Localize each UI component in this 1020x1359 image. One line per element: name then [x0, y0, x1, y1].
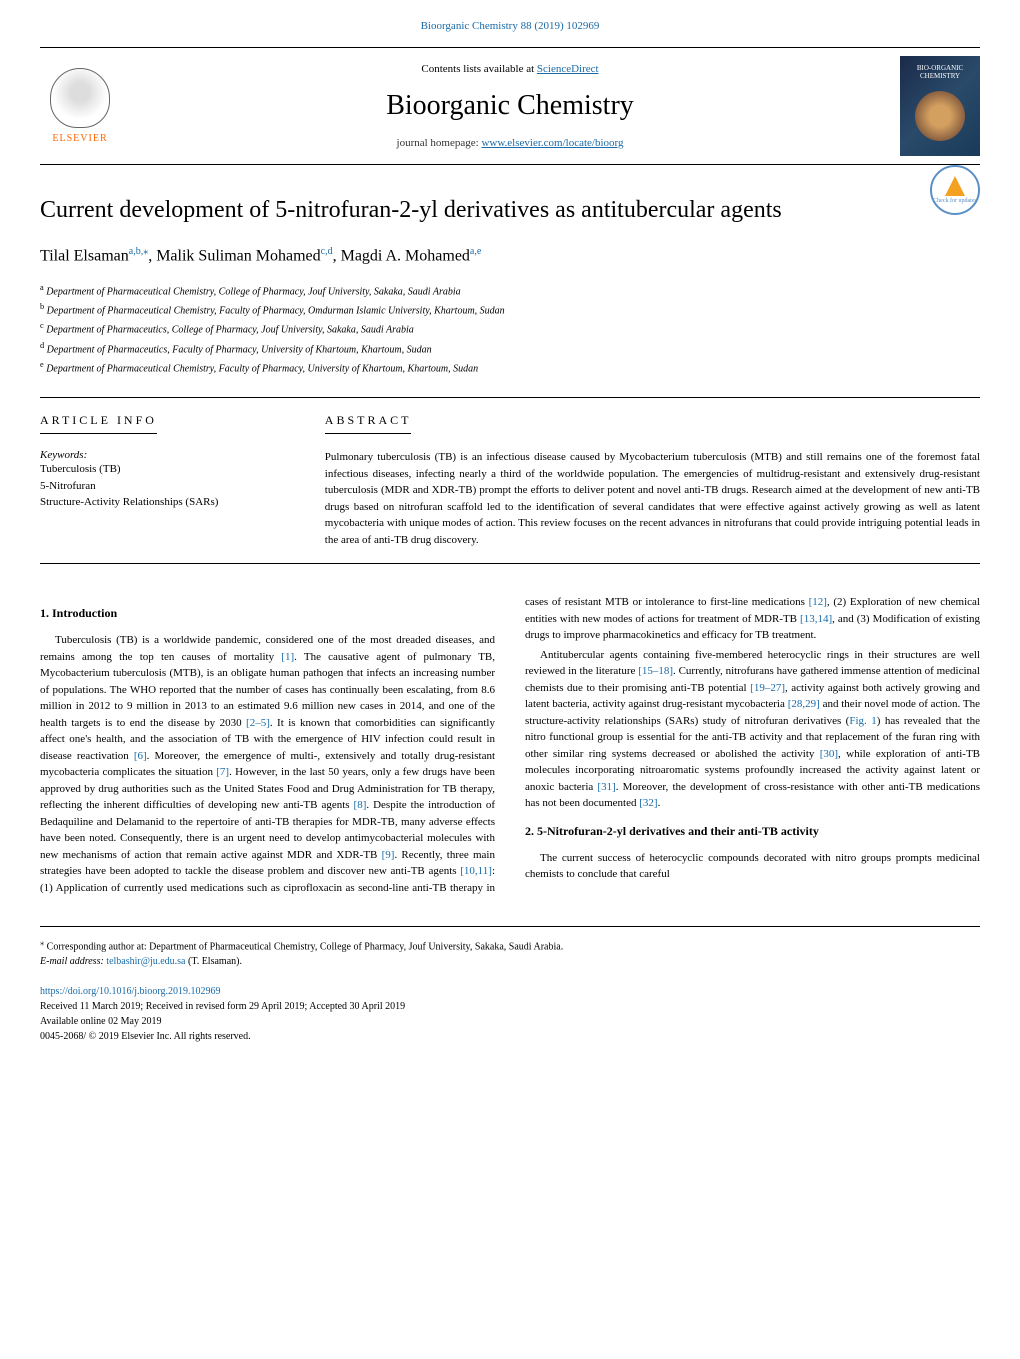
corresponding-author: ⁎ Corresponding author at: Department of…: [40, 937, 980, 969]
sciencedirect-link[interactable]: ScienceDirect: [537, 63, 599, 75]
affiliation-c: c Department of Pharmaceutics, College o…: [40, 319, 980, 338]
header-center: Contents lists available at ScienceDirec…: [120, 63, 900, 149]
doi-link[interactable]: https://doi.org/10.1016/j.bioorg.2019.10…: [40, 986, 220, 997]
author-3: , Magdi A. Mohamed: [333, 248, 470, 265]
updates-mark-icon: [945, 176, 965, 196]
elsevier-tree-icon: [50, 68, 110, 128]
affiliation-a: a Department of Pharmaceutical Chemistry…: [40, 281, 980, 300]
article-title: Current development of 5-nitrofuran-2-yl…: [40, 195, 782, 226]
author-2: , Malik Suliman Mohamed: [148, 248, 320, 265]
elsevier-logo[interactable]: ELSEVIER: [40, 61, 120, 151]
author-1-sup[interactable]: a,b,: [129, 246, 143, 257]
section-2-para-1: The current success of heterocyclic comp…: [525, 850, 980, 883]
abstract-section: ABSTRACT Pulmonary tuberculosis (TB) is …: [325, 413, 980, 548]
corresponding-text: Corresponding author at: Department of P…: [44, 941, 563, 952]
cover-image-icon: [915, 91, 965, 141]
cover-title: BIO-ORGANIC CHEMISTRY: [900, 64, 980, 81]
article-info: ARTICLE INFO Keywords: Tuberculosis (TB)…: [40, 413, 295, 548]
authors-line: Tilal Elsamana,b,⁎, Malik Suliman Mohame…: [40, 246, 980, 265]
ref-28-29-link[interactable]: [28,29]: [788, 698, 820, 710]
keyword-3: Structure-Activity Relationships (SARs): [40, 494, 295, 511]
ref-31-link[interactable]: [31]: [597, 781, 615, 793]
affiliations: a Department of Pharmaceutical Chemistry…: [40, 281, 980, 378]
email-suffix: (T. Elsaman).: [186, 956, 242, 967]
ref-13-14-link[interactable]: [13,14]: [800, 613, 832, 625]
header-bar: ELSEVIER Contents lists available at Sci…: [40, 47, 980, 165]
ref-8-link[interactable]: [8]: [354, 799, 367, 811]
ref-19-27-link[interactable]: [19–27]: [750, 682, 785, 694]
homepage-line: journal homepage: www.elsevier.com/locat…: [120, 137, 900, 149]
contents-text: Contents lists available at: [421, 63, 536, 75]
fig-1-link[interactable]: Fig. 1: [849, 715, 876, 727]
ref-12-link[interactable]: [12]: [809, 596, 827, 608]
keyword-2: 5-Nitrofuran: [40, 478, 295, 495]
footer-meta: https://doi.org/10.1016/j.bioorg.2019.10…: [40, 984, 980, 1044]
ref-32-link[interactable]: [32]: [639, 797, 657, 809]
author-3-sup[interactable]: a,e: [470, 246, 481, 257]
check-updates-badge[interactable]: Check for updates: [930, 165, 980, 215]
affiliation-e: e Department of Pharmaceutical Chemistry…: [40, 358, 980, 377]
keyword-1: Tuberculosis (TB): [40, 461, 295, 478]
copyright-line: 0045-2068/ © 2019 Elsevier Inc. All righ…: [40, 1031, 251, 1042]
author-1: Tilal Elsaman: [40, 248, 129, 265]
journal-name: Bioorganic Chemistry: [120, 90, 900, 122]
info-abstract-row: ARTICLE INFO Keywords: Tuberculosis (TB)…: [40, 397, 980, 564]
abstract-heading: ABSTRACT: [325, 413, 412, 434]
homepage-link[interactable]: www.elsevier.com/locate/bioorg: [481, 137, 623, 149]
section-1-para-2: Antitubercular agents containing five-me…: [525, 647, 980, 812]
ref-9-link[interactable]: [9]: [382, 849, 395, 861]
section-2-heading: 2. 5-Nitrofuran-2-yl derivatives and the…: [525, 822, 980, 840]
keywords-list: Tuberculosis (TB) 5-Nitrofuran Structure…: [40, 461, 295, 511]
journal-citation: Bioorganic Chemistry 88 (2019) 102969: [40, 20, 980, 32]
ref-1-link[interactable]: [1]: [281, 651, 294, 663]
ref-10-11-link[interactable]: [10,11]: [460, 865, 492, 877]
ref-15-18-link[interactable]: [15–18]: [638, 665, 673, 677]
article-info-heading: ARTICLE INFO: [40, 413, 157, 434]
ref-6-link[interactable]: [6]: [134, 750, 147, 762]
elsevier-label: ELSEVIER: [52, 133, 107, 144]
ref-2-5-link[interactable]: [2–5]: [246, 717, 270, 729]
ref-30-link[interactable]: [30]: [820, 748, 838, 760]
title-row: Current development of 5-nitrofuran-2-yl…: [40, 165, 980, 246]
footer-section: ⁎ Corresponding author at: Department of…: [40, 926, 980, 1044]
email-label: E-mail address:: [40, 956, 106, 967]
keywords-label: Keywords:: [40, 449, 295, 461]
affiliation-b: b Department of Pharmaceutical Chemistry…: [40, 300, 980, 319]
available-date: Available online 02 May 2019: [40, 1016, 161, 1027]
homepage-text: journal homepage:: [397, 137, 482, 149]
author-2-sup[interactable]: c,d: [321, 246, 333, 257]
abstract-text: Pulmonary tuberculosis (TB) is an infect…: [325, 449, 980, 548]
section-1-heading: 1. Introduction: [40, 604, 495, 622]
received-dates: Received 11 March 2019; Received in revi…: [40, 1001, 405, 1012]
email-link[interactable]: telbashir@ju.edu.sa: [106, 956, 185, 967]
contents-line: Contents lists available at ScienceDirec…: [120, 63, 900, 75]
affiliation-d: d Department of Pharmaceutics, Faculty o…: [40, 339, 980, 358]
ref-7-link[interactable]: [7]: [216, 766, 229, 778]
journal-cover[interactable]: BIO-ORGANIC CHEMISTRY: [900, 56, 980, 156]
updates-label: Check for updates: [933, 198, 977, 204]
body-content: 1. Introduction Tuberculosis (TB) is a w…: [40, 594, 980, 896]
